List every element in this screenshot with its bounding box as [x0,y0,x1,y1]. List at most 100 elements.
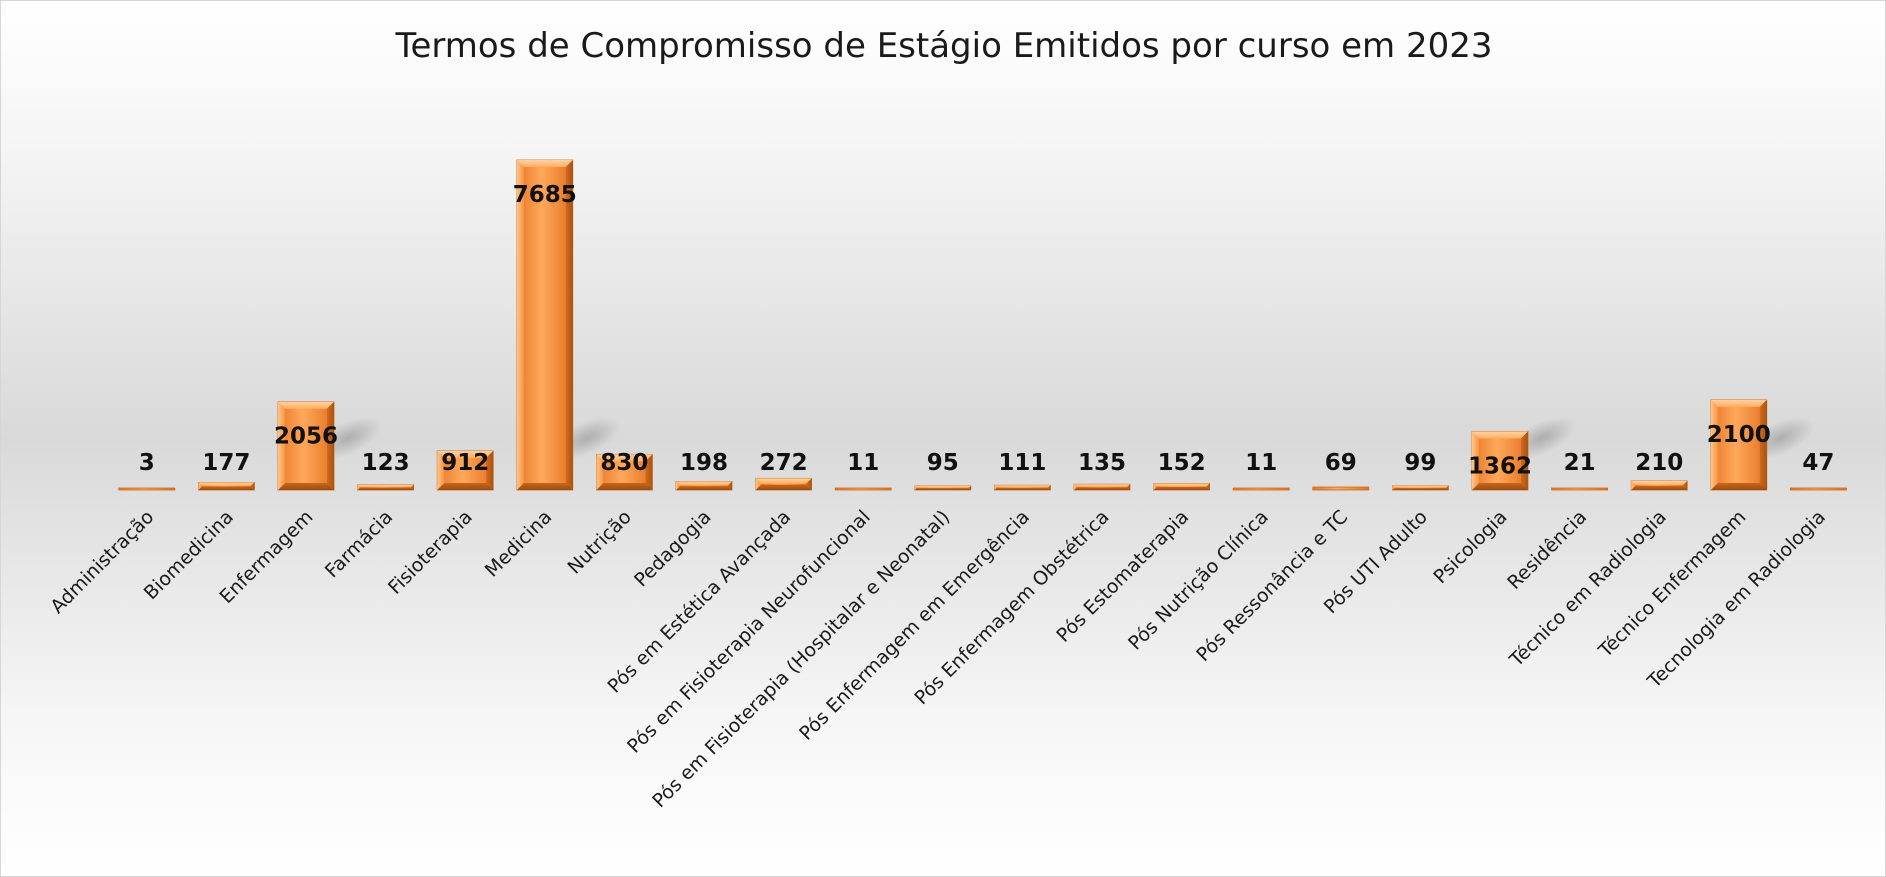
bar-bevel-right [1683,480,1688,490]
bar-body [277,401,335,491]
bar [596,453,653,491]
data-label: 123 [362,450,410,476]
bar [357,484,415,491]
bar-bevel-top [1153,483,1210,487]
bar-bevel-left [198,482,202,490]
bar-bevel-left [357,484,361,490]
bar-bevel-top [278,401,334,409]
bar-bevel-right [728,481,732,490]
bar-bevel-top [596,454,653,462]
bar-bevel-bottom [755,484,812,490]
data-label: 830 [600,450,648,476]
bar-body [516,159,574,491]
bar-bevel-right [645,454,653,490]
bar [197,481,255,491]
bar-bevel-top [755,478,812,484]
bar [834,487,892,491]
bar-bevel-left [1153,483,1157,490]
category-label: Medicina [481,506,557,582]
category-label: Pós Ressonância e TC [1192,506,1352,666]
bar-bevel-right [411,484,414,490]
bar-bevel-left [914,485,917,490]
bar [755,477,812,491]
bar-bevel-right [968,485,971,490]
data-label: 152 [1158,450,1206,476]
bar-bevel-top [516,160,573,167]
bar-bevel-bottom [1153,487,1210,490]
bar-bevel-bottom [676,486,732,490]
category-label: Pedagogia [630,506,715,591]
data-label: 21 [1564,450,1596,476]
data-label: 198 [680,450,728,476]
bar-bevel-left [596,454,604,490]
bar-bevel-right [1446,485,1449,490]
bar-bevel-left [278,401,285,490]
bar-bevel-right [1048,485,1051,490]
bar-bevel-left [994,485,997,490]
bar-bevel-bottom [357,487,414,490]
bar-bevel-top [198,482,255,486]
bar-bevel-bottom [1710,483,1767,490]
bar-bevel-right [1127,484,1130,490]
bar-bevel-bottom [1472,483,1528,490]
data-label: 210 [1635,450,1683,476]
bar [914,485,972,491]
bar [1073,483,1131,491]
data-label: 135 [1078,450,1126,476]
bar-bevel-bottom [198,486,255,490]
bar [1551,487,1608,491]
bar-bevel-right [486,450,494,490]
bar-bevel-left [437,450,445,490]
bar-bevel-right [1759,399,1767,490]
bar-bevel-right [1206,483,1210,490]
bar-bevel-bottom [914,488,971,490]
bar [118,487,176,491]
bar-bevel-bottom [596,483,653,490]
bar-bevel-bottom [1074,487,1130,490]
category-label: Técnico em Radiologia [1505,506,1671,672]
data-label: 272 [760,450,808,476]
data-label: 69 [1325,450,1357,476]
bar-bevel-left [1631,480,1636,490]
bar-bevel-bottom [1631,485,1688,490]
bar-bevel-top [914,485,971,488]
data-label: 7685 [513,182,577,208]
bar [1312,486,1370,491]
category-label: Residência [1503,506,1591,594]
bar-bevel-left [676,481,680,490]
category-label: Nutrição [563,506,635,578]
bar [436,450,494,491]
bar-bevel-top [437,450,494,458]
bar-bevel-top [1392,485,1449,488]
bar-bevel-bottom [516,483,573,490]
bar-bevel-bottom [278,483,334,490]
bar [1471,416,1576,491]
bar-bevel-top [1710,399,1767,407]
bar-bevel-top [357,484,414,488]
bar [1790,487,1847,491]
data-label: 3 [139,450,155,476]
bar-bevel-right [565,160,573,490]
category-label: Pós Estomaterapia [1052,506,1193,647]
category-label: Administração [46,506,158,618]
bar-body [1710,399,1768,491]
bar [1153,483,1210,491]
bar-bevel-left [516,160,524,490]
data-label: 11 [847,450,879,476]
bar-body [118,487,176,491]
bar [675,481,733,491]
data-label: 99 [1404,450,1436,476]
bar-bevel-right [806,478,812,490]
bar-bevel-bottom [437,483,494,490]
bar-bevel-top [1074,484,1130,487]
data-label: 95 [927,450,959,476]
bar-bevel-right [250,482,255,490]
bar-bevel-top [1631,480,1688,486]
chart-title: Termos de Compromisso de Estágio Emitido… [394,26,1492,66]
bar-body [1312,486,1370,491]
bar-bevel-bottom [994,487,1051,490]
bar-body [1232,487,1290,491]
bar-bevel-top [994,485,1051,488]
